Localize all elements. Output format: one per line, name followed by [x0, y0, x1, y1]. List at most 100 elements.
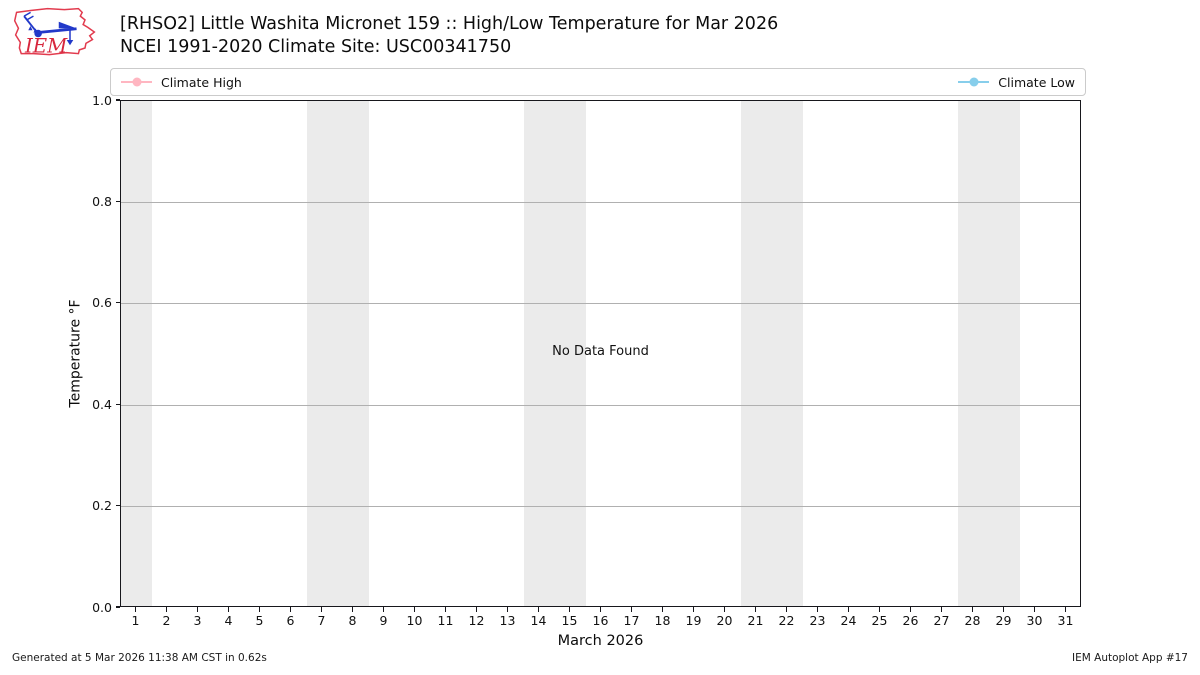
- x-tickmark: [692, 607, 695, 612]
- x-tickmark: [289, 607, 292, 612]
- x-tick-label: 25: [871, 613, 888, 628]
- x-tickmark: [258, 607, 261, 612]
- x-tick-label: 27: [933, 613, 950, 628]
- x-tick-label: 5: [255, 613, 264, 628]
- x-tickmark: [878, 607, 881, 612]
- x-tickmark: [134, 607, 137, 612]
- x-tickmark: [723, 607, 726, 612]
- x-tick-label: 9: [379, 613, 388, 628]
- legend-entry-climate-low: Climate Low: [958, 75, 1075, 90]
- x-tick-label: 20: [716, 613, 733, 628]
- x-tickmark: [630, 607, 633, 612]
- x-tickmark: [444, 607, 447, 612]
- x-tick-label: 12: [468, 613, 485, 628]
- chart-subtitle: NCEI 1991-2020 Climate Site: USC00341750: [120, 37, 512, 57]
- x-tickmark: [382, 607, 385, 612]
- x-tickmark: [940, 607, 943, 612]
- iem-logo-text: IEM: [24, 35, 68, 58]
- x-tick-label: 21: [747, 613, 764, 628]
- x-tick-label: 22: [778, 613, 795, 628]
- weekend-band: [524, 101, 586, 606]
- y-tick-label: 1.0: [92, 92, 112, 108]
- weekend-band: [958, 101, 1020, 606]
- y-tick-label: 0.8: [92, 193, 112, 209]
- chart-title: [RHSO2] Little Washita Micronet 159 :: H…: [120, 14, 779, 34]
- generated-timestamp: Generated at 5 Mar 2026 11:38 AM CST in …: [12, 652, 267, 664]
- weather-vane-icon: [23, 11, 77, 46]
- y-gridline: [121, 201, 1080, 203]
- x-tickmark: [568, 607, 571, 612]
- x-tick-label: 19: [685, 613, 702, 628]
- x-tickmark: [165, 607, 168, 612]
- x-tick-label: 4: [224, 613, 233, 628]
- y-tickmark: [115, 606, 120, 608]
- x-tickmark: [785, 607, 788, 612]
- x-tickmark: [475, 607, 478, 612]
- x-tickmark: [816, 607, 819, 612]
- x-tick-label: 16: [592, 613, 609, 628]
- x-axis-title: March 2026: [557, 633, 644, 649]
- y-tickmark: [115, 99, 120, 101]
- plot-area: No Data Found: [120, 100, 1081, 607]
- weekend-band: [741, 101, 803, 606]
- x-tick-label: 11: [437, 613, 454, 628]
- x-tickmark: [971, 607, 974, 612]
- x-tick-label: 23: [809, 613, 826, 628]
- y-gridline: [121, 506, 1080, 508]
- x-tick-label: 8: [348, 613, 357, 628]
- x-tickmark: [1002, 607, 1005, 612]
- x-tickmark: [413, 607, 416, 612]
- x-tickmark: [351, 607, 354, 612]
- x-tick-label: 7: [317, 613, 326, 628]
- legend-label: Climate Low: [998, 74, 1075, 90]
- x-tick-label: 24: [840, 613, 857, 628]
- weekend-band: [307, 101, 369, 606]
- x-tick-label: 2: [162, 613, 171, 628]
- x-tick-label: 17: [623, 613, 640, 628]
- legend: Climate High Climate Low: [110, 68, 1086, 96]
- y-gridline: [121, 404, 1080, 406]
- x-tick-label: 1: [131, 613, 140, 628]
- x-tick-label: 28: [964, 613, 981, 628]
- x-tick-label: 26: [902, 613, 919, 628]
- y-gridline: [121, 303, 1080, 305]
- iem-logo: IEM: [13, 7, 96, 58]
- y-tick-label: 0.6: [92, 295, 112, 311]
- x-tickmark: [847, 607, 850, 612]
- y-tickmark: [115, 200, 120, 202]
- climate-low-marker-icon: [958, 77, 990, 87]
- y-tick-label: 0.0: [92, 599, 112, 615]
- y-tickmark: [115, 505, 120, 507]
- legend-label: Climate High: [161, 74, 242, 90]
- x-tick-label: 15: [561, 613, 578, 628]
- x-tick-label: 3: [193, 613, 202, 628]
- y-tickmark: [115, 302, 120, 304]
- x-tick-label: 18: [654, 613, 671, 628]
- title-block: [RHSO2] Little Washita Micronet 159 :: H…: [120, 13, 778, 59]
- x-tickmark: [320, 607, 323, 612]
- x-tick-label: 30: [1026, 613, 1043, 628]
- y-tick-label: 0.2: [92, 498, 112, 514]
- legend-entry-climate-high: Climate High: [121, 75, 242, 90]
- x-tickmark: [537, 607, 540, 612]
- y-tick-label: 0.4: [92, 396, 112, 412]
- x-tickmark: [506, 607, 509, 612]
- x-tick-label: 13: [499, 613, 516, 628]
- x-tickmark: [1064, 607, 1067, 612]
- x-tickmark: [599, 607, 602, 612]
- x-tick-label: 14: [530, 613, 547, 628]
- x-tickmark: [661, 607, 664, 612]
- x-tick-label: 10: [406, 613, 423, 628]
- app-credit: IEM Autoplot App #17: [1072, 652, 1188, 664]
- y-tickmark: [115, 403, 120, 405]
- x-tick-label: 6: [286, 613, 295, 628]
- x-tickmark: [754, 607, 757, 612]
- x-tickmark: [909, 607, 912, 612]
- x-tickmark: [1033, 607, 1036, 612]
- climate-high-marker-icon: [121, 77, 152, 87]
- x-tickmark: [196, 607, 199, 612]
- x-tick-label: 29: [995, 613, 1012, 628]
- no-data-message: No Data Found: [552, 344, 649, 359]
- x-tick-label: 31: [1057, 613, 1074, 628]
